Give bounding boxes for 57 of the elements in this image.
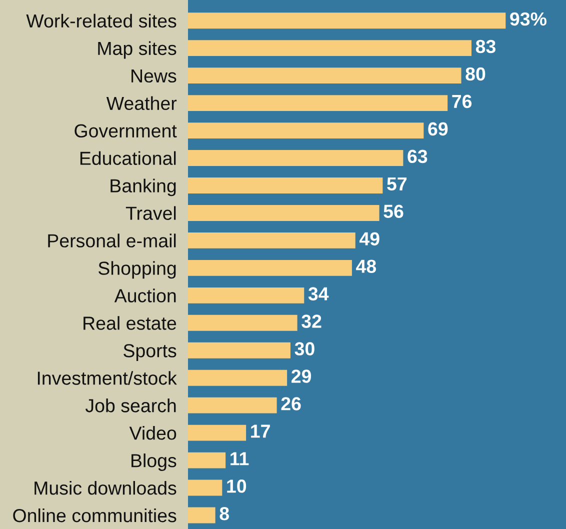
y-tick-label: Music downloads: [34, 480, 176, 495]
bar: [188, 68, 462, 84]
y-tick-label: Weather: [106, 96, 177, 110]
bar: [188, 232, 356, 248]
data-label: 93%: [510, 12, 546, 26]
bar: [188, 95, 448, 112]
data-label: 63: [408, 150, 428, 164]
y-tick-label: Shopping: [98, 261, 176, 279]
y-tick-label: Personal e-mail: [48, 234, 176, 248]
bar: [188, 260, 352, 276]
bar: [188, 342, 290, 358]
bar: [188, 150, 404, 166]
data-label: 48: [356, 260, 376, 273]
y-tick-label: Real estate: [84, 316, 176, 330]
y-tick-label: Online communities: [13, 508, 176, 522]
y-tick-label: Work-related sites: [26, 14, 176, 28]
y-tick-label: Government: [74, 124, 177, 138]
bar: [188, 314, 298, 331]
bar: [188, 424, 246, 441]
y-tick-label: Sports: [124, 344, 176, 362]
bar: [188, 397, 277, 414]
y-tick-label: Auction: [114, 288, 176, 302]
bar: [188, 122, 424, 138]
data-label: 11: [230, 452, 249, 466]
data-label: 32: [302, 314, 322, 328]
bar: [188, 507, 216, 524]
data-label: 26: [281, 397, 301, 410]
data-label: 10: [227, 480, 246, 493]
bar: [188, 287, 304, 304]
bar: [188, 452, 226, 468]
bar: [188, 178, 383, 194]
y-tick-label: Educational: [80, 151, 176, 165]
y-tick-label: Banking: [110, 178, 176, 196]
data-label: 57: [387, 177, 407, 191]
bar: [188, 205, 380, 221]
y-tick-label: News: [132, 69, 176, 83]
data-label: 76: [452, 94, 472, 108]
y-tick-label: Travel: [126, 206, 176, 220]
data-label: 30: [294, 342, 314, 356]
y-tick-label: Investment/stock: [38, 371, 177, 385]
y-tick-label: Map sites: [98, 41, 176, 59]
bar: [188, 40, 472, 56]
data-label: 8: [220, 507, 229, 520]
data-label: 34: [308, 287, 329, 300]
data-label: 80: [466, 67, 486, 81]
y-tick-label: Blogs: [132, 454, 176, 471]
y-tick-label: Job search: [85, 398, 176, 412]
bar: [188, 370, 288, 386]
data-label: 69: [428, 122, 448, 136]
bar: [188, 12, 506, 29]
y-tick-label: Video: [129, 426, 176, 440]
data-label: 17: [251, 424, 270, 438]
bar: [188, 480, 222, 496]
data-label: 29: [292, 370, 312, 383]
data-label: 56: [384, 204, 404, 218]
data-label: 83: [476, 40, 496, 54]
data-label: 49: [359, 232, 380, 246]
